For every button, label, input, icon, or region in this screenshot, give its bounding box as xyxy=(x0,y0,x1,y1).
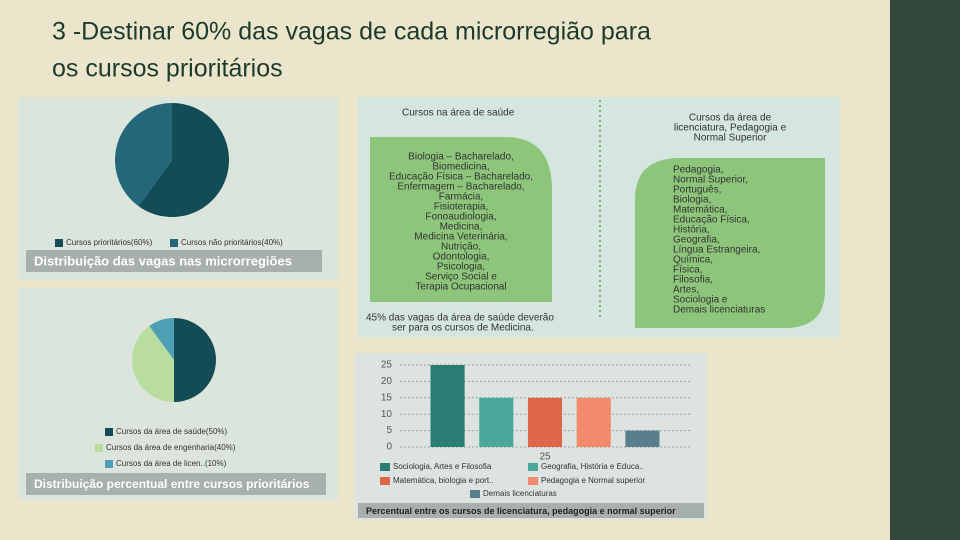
course-item: Artes, xyxy=(673,285,699,296)
legend-label: Cursos prioritários(60%) xyxy=(66,238,153,247)
course-item: História, xyxy=(673,225,710,236)
bar xyxy=(430,365,465,447)
y-tick-label: 5 xyxy=(386,425,392,436)
legend-label: Sociologia, Artes e Filosofia xyxy=(393,462,492,471)
legend-label: Pedagogia e Normal superior xyxy=(541,476,645,485)
y-tick-label: 0 xyxy=(386,442,392,453)
y-tick-label: 20 xyxy=(381,376,393,387)
pie-slice xyxy=(174,318,216,402)
y-tick-label: 25 xyxy=(381,360,393,371)
course-item: Farmácia, xyxy=(439,192,483,203)
bar xyxy=(625,430,660,447)
course-item: Odontologia, xyxy=(433,252,490,263)
pie-slice xyxy=(115,103,172,207)
course-item: Normal Superior, xyxy=(673,175,748,186)
pie-slice xyxy=(132,326,174,402)
shape xyxy=(370,137,552,302)
x-tick-label: 25 xyxy=(539,452,551,463)
caption-bar xyxy=(26,473,326,495)
legend-label: Cursos da área de engenharia(40%) xyxy=(106,443,236,452)
bar xyxy=(576,397,611,447)
course-item: Sociologia e xyxy=(673,295,728,306)
y-tick-label: 15 xyxy=(381,392,393,403)
course-item: Matemática, xyxy=(673,205,727,216)
caption: Distribuição das vagas nas microrregiões xyxy=(34,253,292,268)
panel-note: 45% das vagas da área de saúde deverão xyxy=(366,313,554,324)
course-item: Medicina Veterinária, xyxy=(414,232,507,243)
course-item: Química, xyxy=(673,255,713,266)
legend-swatch xyxy=(528,477,538,485)
course-item: Nutrição, xyxy=(441,242,481,253)
pie-slice xyxy=(149,318,174,360)
shape xyxy=(635,158,825,328)
legend-swatch xyxy=(105,460,113,468)
course-item: Medicina, xyxy=(440,222,483,233)
caption: Distribuição percentual entre cursos pri… xyxy=(34,477,310,491)
panel-title: Normal Superior xyxy=(694,133,767,144)
caption-bar xyxy=(26,250,322,272)
course-item: Português, xyxy=(673,185,721,196)
caption-bar xyxy=(358,503,704,518)
course-item: Filosofia, xyxy=(673,275,713,286)
panel-title: Cursos na área de saúde xyxy=(402,108,515,119)
slide-title: os cursos prioritários xyxy=(52,55,283,83)
panel-title: Cursos da área de xyxy=(689,113,772,124)
course-item: Biomedicina, xyxy=(432,162,489,173)
legend-swatch xyxy=(95,444,103,452)
course-item: Fisioterapia, xyxy=(434,202,488,213)
course-item: Biologia, xyxy=(673,195,711,206)
legend-label: Matemática, biologia e port.. xyxy=(393,476,494,485)
legend-label: Geografia, História e Educa.. xyxy=(541,462,644,471)
course-item: Física, xyxy=(673,265,702,276)
legend-swatch xyxy=(470,490,480,498)
course-item: Geografia, xyxy=(673,235,720,246)
course-item: Língua Estrangeira, xyxy=(673,245,760,256)
legend-swatch xyxy=(528,463,538,471)
legend-label: Demais licenciaturas xyxy=(483,489,557,498)
y-tick-label: 10 xyxy=(381,409,393,420)
legend-swatch xyxy=(170,239,178,247)
bar xyxy=(527,397,563,447)
panel-note: ser para os cursos de Medicina. xyxy=(392,323,534,334)
legend-swatch xyxy=(55,239,63,247)
side-strip xyxy=(890,0,960,540)
course-item: Enfermagem – Bacharelado, xyxy=(397,182,524,193)
caption: Percentual entre os cursos de licenciatu… xyxy=(366,506,676,516)
course-item: Psicologia, xyxy=(437,262,485,273)
course-item: Educação Física – Bacharelado, xyxy=(389,172,533,183)
legend-swatch xyxy=(380,463,390,471)
course-item: Terapia Ocupacional xyxy=(415,282,506,293)
course-item: Educação Física, xyxy=(673,215,750,226)
course-item: Demais licenciaturas xyxy=(673,305,765,316)
course-item: Fonoaudiologia, xyxy=(425,212,496,223)
bar xyxy=(479,397,514,447)
legend-swatch xyxy=(380,477,390,485)
course-item: Serviço Social e xyxy=(425,272,497,283)
legend-label: Cursos da área de licen..(10%) xyxy=(116,459,227,468)
legend-swatch xyxy=(105,428,113,436)
panel-title: licenciatura, Pedagogia e xyxy=(674,123,787,134)
legend-label: Cursos não prioritários(40%) xyxy=(181,238,283,247)
slide-title: 3 -Destinar 60% das vagas de cada micror… xyxy=(52,18,651,46)
legend-label: Cursos da área de saúde(50%) xyxy=(116,427,228,436)
course-item: Biologia – Bacharelado, xyxy=(408,152,514,163)
course-item: Pedagogia, xyxy=(673,165,724,176)
pie-slice xyxy=(138,103,230,217)
